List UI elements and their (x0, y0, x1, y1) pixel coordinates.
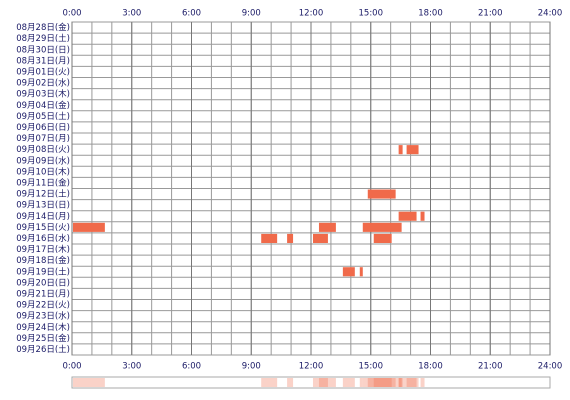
x-tick-label-top: 6:00 (182, 9, 201, 19)
summary-segment (318, 378, 336, 387)
row-label: 09月23日(水) (16, 311, 70, 322)
row-label: 08月30日(日) (16, 45, 70, 55)
summary-segment (342, 378, 355, 387)
summary-segment (359, 378, 363, 387)
row-label: 09月11日(金) (16, 177, 70, 188)
row-label: 09月07日(月) (16, 134, 70, 144)
x-tick-label-bottom: 9:00 (242, 362, 261, 372)
row-label: 09月14日(月) (16, 212, 70, 222)
row-label: 09月04日(金) (16, 100, 70, 111)
activity-segment (362, 222, 402, 232)
row-label: 09月13日(日) (16, 201, 70, 211)
row-label: 09月15日(火) (16, 223, 70, 233)
row-label: 08月29日(土) (16, 33, 70, 44)
x-tick-label-top: 12:00 (299, 9, 324, 19)
x-tick-label-top: 9:00 (242, 9, 261, 19)
row-label: 09月09日(水) (16, 155, 70, 166)
x-tick-label-top: 0:00 (62, 9, 81, 19)
x-tick-label-bottom: 3:00 (122, 362, 141, 372)
row-label: 09月06日(日) (16, 123, 70, 133)
summary-segment (287, 378, 294, 387)
activity-segment (287, 233, 294, 243)
summary-segment (367, 378, 396, 387)
summary-segment (398, 378, 403, 387)
activity-segment (312, 233, 328, 243)
row-label: 08月31日(月) (16, 56, 70, 66)
row-label: 09月20日(日) (16, 278, 70, 288)
summary-segment (72, 378, 105, 387)
summary-segment (406, 378, 419, 387)
summary-segment (373, 378, 392, 387)
row-label: 09月25日(金) (16, 333, 70, 344)
row-label: 09月08日(火) (16, 145, 70, 155)
summary-bar (71, 376, 551, 389)
x-tick-label-bottom: 6:00 (182, 362, 201, 372)
summary-segment (420, 378, 425, 387)
x-tick-label-bottom: 24:00 (538, 362, 563, 372)
x-tick-label-bottom: 15:00 (359, 362, 384, 372)
activity-segment (367, 189, 396, 199)
x-tick-label-top: 18:00 (418, 9, 443, 19)
activity-segment (398, 211, 417, 221)
row-label: 09月03日(木) (16, 89, 70, 100)
x-tick-label-top: 15:00 (359, 9, 384, 19)
activity-segment (373, 233, 392, 243)
summary-segment (312, 378, 328, 387)
row-label: 09月17日(木) (16, 244, 70, 255)
row-label: 09月21日(月) (16, 289, 70, 299)
row-label: 09月05日(土) (16, 111, 70, 122)
activity-segment (406, 145, 419, 155)
summary-segment (362, 378, 402, 387)
summary-segment (261, 378, 278, 387)
activity-segment (342, 267, 355, 277)
row-label: 09月24日(木) (16, 322, 70, 333)
x-tick-label-bottom: 0:00 (62, 362, 81, 372)
row-label: 09月02日(水) (16, 78, 70, 89)
row-label: 09月18日(金) (16, 255, 70, 266)
x-tick-label-bottom: 18:00 (418, 362, 443, 372)
row-label: 09月01日(火) (16, 67, 70, 77)
summary-segment (398, 378, 417, 387)
activity-segment (359, 267, 363, 277)
x-tick-label-bottom: 21:00 (478, 362, 503, 372)
x-tick-label-top: 3:00 (122, 9, 141, 19)
x-tick-label-bottom: 12:00 (299, 362, 324, 372)
row-label: 09月22日(火) (16, 301, 70, 311)
activity-segment (72, 222, 105, 232)
row-label: 08月28日(金) (16, 22, 70, 33)
x-tick-label-top: 24:00 (538, 9, 563, 19)
row-label: 09月12日(土) (16, 189, 70, 200)
activity-segment (318, 222, 336, 232)
row-label: 09月10日(木) (16, 166, 70, 177)
activity-segment (420, 211, 425, 221)
activity-segment (261, 233, 278, 243)
row-label: 09月16日(水) (16, 233, 70, 244)
row-label: 09月19日(土) (16, 266, 70, 277)
activity-segment (398, 145, 403, 155)
x-tick-label-top: 21:00 (478, 9, 503, 19)
row-label: 09月26日(土) (16, 344, 70, 355)
